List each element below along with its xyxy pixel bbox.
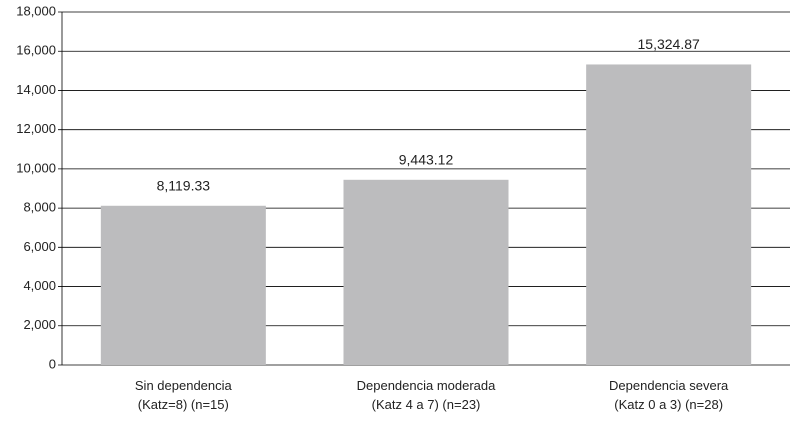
y-tick-label: 16,000 [16,43,56,58]
x-tick-label: Dependencia moderada (Katz 4 a 7) (n=23) [356,378,496,412]
value-label: 8,119.33 [157,177,211,193]
value-label: 15,324.87 [638,36,700,52]
y-tick-label: 10,000 [16,160,56,175]
value-label: 9,443.12 [399,152,454,168]
x-tick-label: Sin dependencia (Katz=8) (n=15) [134,378,232,412]
bar [343,179,509,365]
y-tick-label: 0 [49,356,56,371]
bar [100,205,266,365]
y-tick-label: 14,000 [16,82,56,97]
y-tick-label: 8,000 [23,200,56,215]
x-tick-label: Dependencia severa (Katz 0 a 3) (n=28) [609,378,729,412]
y-tick-label: 12,000 [16,121,56,136]
y-tick-label: 6,000 [23,239,56,254]
y-tick-label: 2,000 [23,317,56,332]
y-tick-label: 18,000 [16,3,56,18]
y-tick-label: 4,000 [23,278,56,293]
bar [586,64,752,365]
